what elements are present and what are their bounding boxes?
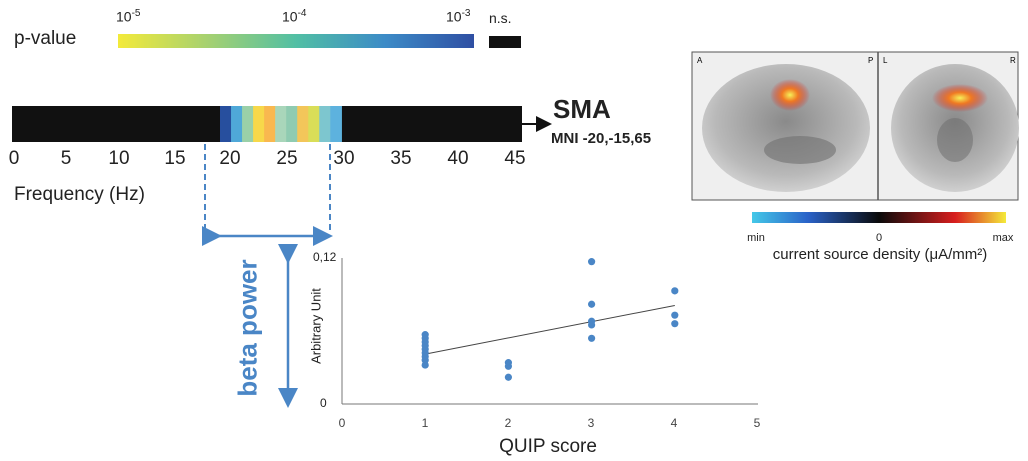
x-tick: 4 — [670, 416, 678, 430]
scatter-point — [421, 361, 429, 369]
scatter-point — [588, 300, 596, 308]
band-stripe — [330, 106, 342, 142]
pvalue-tick-2: 10-4 — [282, 8, 307, 25]
freq-tick: 15 — [164, 148, 186, 169]
scatter-point — [588, 334, 596, 342]
csd-colorbar — [752, 212, 1006, 223]
corner-label-a: A — [697, 56, 703, 65]
freq-tick: 45 — [504, 148, 526, 169]
x-tick: 1 — [421, 416, 429, 430]
band-stripe — [242, 106, 254, 142]
sagittal-activation — [770, 79, 810, 111]
x-tick: 3 — [587, 416, 595, 430]
corner-label-l: L — [883, 56, 888, 65]
freq-tick: 35 — [390, 148, 412, 169]
band-stripe — [297, 106, 309, 142]
scatter-point — [504, 362, 512, 370]
freq-tick: 25 — [276, 148, 298, 169]
ns-label: n.s. — [489, 10, 512, 26]
y-axis-label: Arbitrary Unit — [308, 288, 324, 364]
band-stripe — [275, 106, 287, 142]
band-stripe — [253, 106, 265, 142]
region-name: SMA — [553, 94, 611, 124]
band-stripe — [264, 106, 276, 142]
brain-images: A P L R — [691, 51, 1019, 201]
y-tick-max: 0,12 — [313, 250, 337, 264]
x-tick: 5 — [753, 416, 761, 430]
x-tick: 2 — [504, 416, 512, 430]
scatter-point — [671, 311, 679, 319]
trend-line — [425, 304, 675, 355]
band-stripe — [308, 106, 320, 142]
region-coords: MNI -20,-15,65 — [551, 130, 652, 147]
freq-tick: 30 — [333, 148, 355, 169]
scatter-point — [504, 373, 512, 381]
freq-tick: 20 — [219, 148, 241, 169]
scatter-point — [671, 320, 679, 328]
band-stripe — [231, 106, 243, 142]
pvalue-tick-1: 10-5 — [116, 8, 141, 25]
band-stripe — [286, 106, 298, 142]
freq-tick: 5 — [60, 148, 72, 169]
freq-tick: 10 — [108, 148, 130, 169]
scatter-point — [671, 287, 679, 295]
scatter-point — [588, 321, 596, 329]
coronal-ventricle — [937, 118, 973, 162]
x-tick: 0 — [338, 416, 346, 430]
corner-label-p: P — [868, 56, 873, 65]
pvalue-label: p-value — [14, 28, 77, 49]
coronal-activation — [932, 84, 988, 112]
band-stripe — [220, 106, 232, 142]
frequency-axis-label: Frequency (Hz) — [14, 184, 145, 205]
corner-label-r: R — [1010, 56, 1016, 65]
y-tick-zero: 0 — [320, 396, 327, 410]
x-axis-label: QUIP score — [499, 436, 597, 457]
band-stripe — [319, 106, 331, 142]
ns-swatch — [489, 36, 521, 48]
csd-tick-zero: 0 — [875, 232, 883, 244]
freq-tick: 40 — [447, 148, 469, 169]
scatter-point — [588, 258, 596, 266]
pvalue-tick-3: 10-3 — [446, 8, 471, 25]
csd-tick-max: max — [992, 232, 1014, 244]
beta-power-label: beta power — [232, 259, 263, 397]
freq-tick: 0 — [8, 148, 20, 169]
sagittal-brain — [702, 64, 870, 192]
csd-tick-min: min — [747, 232, 765, 244]
csd-colorbar-label: current source density (μA/mm²) — [772, 246, 988, 263]
sagittal-ventricle — [764, 136, 836, 164]
pvalue-colorbar — [118, 34, 474, 48]
